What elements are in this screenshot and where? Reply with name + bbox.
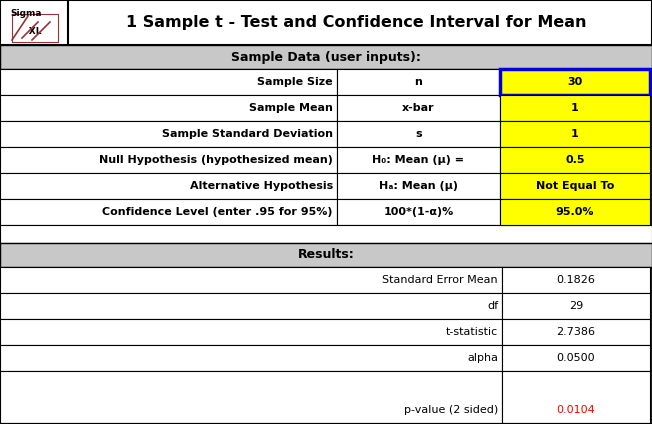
- Bar: [0, 319, 502, 345]
- Text: Alternative Hypothesis: Alternative Hypothesis: [190, 181, 333, 191]
- Text: Sample Standard Deviation: Sample Standard Deviation: [162, 129, 333, 139]
- Text: Sample Data (user inputs):: Sample Data (user inputs):: [231, 50, 421, 64]
- Bar: [337, 95, 500, 121]
- Text: 0.5: 0.5: [565, 155, 585, 165]
- Bar: [0, 199, 337, 225]
- Bar: [502, 319, 650, 345]
- Bar: [502, 345, 650, 371]
- Bar: [502, 423, 650, 424]
- Text: Not Equal To: Not Equal To: [536, 181, 614, 191]
- Bar: [337, 199, 500, 225]
- Bar: [0, 423, 502, 424]
- Text: n: n: [415, 77, 422, 87]
- Text: 0.1826: 0.1826: [557, 275, 595, 285]
- Bar: [0, 45, 652, 69]
- Text: 0.0104: 0.0104: [557, 405, 595, 415]
- Text: 95.0%: 95.0%: [556, 207, 594, 217]
- Text: 30: 30: [567, 77, 583, 87]
- Text: df: df: [487, 301, 498, 311]
- Text: Standard Error Mean: Standard Error Mean: [382, 275, 498, 285]
- Bar: [0, 267, 502, 293]
- Text: Null Hypothesis (hypothesized mean): Null Hypothesis (hypothesized mean): [99, 155, 333, 165]
- Bar: [500, 173, 650, 199]
- Bar: [500, 69, 650, 95]
- Bar: [337, 147, 500, 173]
- Bar: [0, 95, 337, 121]
- Bar: [0, 293, 502, 319]
- Text: 29: 29: [569, 301, 583, 311]
- Text: 100*(1-α)%: 100*(1-α)%: [383, 207, 454, 217]
- Bar: [0, 0, 652, 45]
- Bar: [0, 371, 502, 423]
- Text: Confidence Level (enter .95 for 95%): Confidence Level (enter .95 for 95%): [102, 207, 333, 217]
- Text: 0.0500: 0.0500: [557, 353, 595, 363]
- Bar: [337, 69, 500, 95]
- Text: 2.7386: 2.7386: [557, 327, 595, 337]
- Bar: [0, 69, 337, 95]
- Text: alpha: alpha: [467, 353, 498, 363]
- Text: 1: 1: [571, 103, 579, 113]
- Bar: [0, 121, 337, 147]
- Text: Sample Size: Sample Size: [258, 77, 333, 87]
- Bar: [337, 173, 500, 199]
- Text: H₀: Mean (μ) =: H₀: Mean (μ) =: [372, 155, 464, 165]
- Text: Sigma: Sigma: [10, 8, 42, 17]
- Bar: [500, 147, 650, 173]
- Bar: [500, 199, 650, 225]
- Text: 1: 1: [571, 129, 579, 139]
- Bar: [0, 225, 652, 243]
- Bar: [502, 267, 650, 293]
- Text: p-value (2 sided): p-value (2 sided): [404, 405, 498, 415]
- Bar: [500, 95, 650, 121]
- Text: s: s: [415, 129, 422, 139]
- Text: Sample Mean: Sample Mean: [249, 103, 333, 113]
- Bar: [500, 121, 650, 147]
- Text: x-bar: x-bar: [402, 103, 435, 113]
- Text: 1 Sample t - Test and Confidence Interval for Mean: 1 Sample t - Test and Confidence Interva…: [126, 15, 586, 30]
- Text: t-statistic: t-statistic: [446, 327, 498, 337]
- Bar: [0, 173, 337, 199]
- Bar: [502, 371, 650, 423]
- Bar: [337, 121, 500, 147]
- Bar: [0, 147, 337, 173]
- Bar: [0, 0, 68, 45]
- Bar: [502, 293, 650, 319]
- Bar: [0, 243, 652, 267]
- Text: Hₐ: Mean (μ): Hₐ: Mean (μ): [379, 181, 458, 191]
- Text: Results:: Results:: [297, 248, 355, 262]
- Text: XL: XL: [10, 28, 42, 36]
- Bar: [0, 345, 502, 371]
